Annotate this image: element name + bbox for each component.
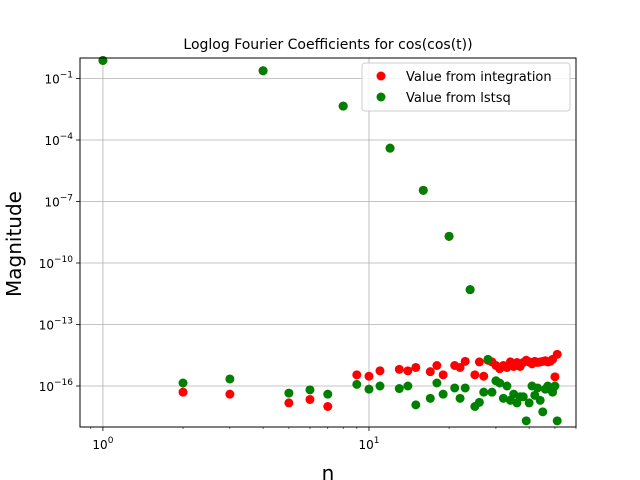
data-point <box>474 357 484 367</box>
data-point <box>465 285 475 295</box>
data-point <box>460 356 470 366</box>
data-point <box>284 388 294 398</box>
data-point <box>394 364 404 374</box>
data-point <box>425 367 435 377</box>
x-axis-label: n <box>322 461 335 480</box>
data-point <box>498 393 508 403</box>
data-point <box>225 374 235 384</box>
data-point <box>450 383 460 393</box>
data-point <box>455 393 465 403</box>
y-tick-exponent: −7 <box>60 194 73 204</box>
data-point <box>455 362 465 372</box>
data-point <box>352 379 362 389</box>
series-1 <box>98 55 562 426</box>
legend: Value from integration Value from lstsq <box>361 62 571 112</box>
data-point <box>178 387 188 397</box>
data-point <box>375 366 385 376</box>
y-tick-exponent: −1 <box>60 71 73 81</box>
data-point <box>403 381 413 391</box>
data-point <box>98 55 108 65</box>
data-point <box>550 381 560 391</box>
y-tick-exponent: −16 <box>54 378 73 388</box>
data-point <box>438 389 448 399</box>
data-point <box>425 393 435 403</box>
legend-marker <box>376 92 386 102</box>
data-point <box>502 381 512 391</box>
data-point <box>225 389 235 399</box>
grid <box>80 58 576 427</box>
y-axis-label: Magnitude <box>2 191 26 297</box>
data-point <box>258 66 268 76</box>
y-tick-exponent: −10 <box>54 255 73 265</box>
data-point <box>479 371 489 381</box>
data-point <box>284 398 294 408</box>
data-point <box>524 398 534 408</box>
legend-marker <box>376 71 386 81</box>
y-tick-exponent: −4 <box>60 132 74 142</box>
data-point <box>518 392 528 402</box>
legend-label: Value from lstsq <box>406 91 511 106</box>
data-point <box>403 366 413 376</box>
data-point <box>394 384 404 394</box>
data-point <box>444 231 454 241</box>
data-point <box>483 354 493 364</box>
data-point <box>323 402 333 411</box>
data-point <box>323 389 333 399</box>
data-point <box>305 394 315 404</box>
data-point <box>470 370 480 380</box>
data-point <box>411 362 421 372</box>
chart-title: Loglog Fourier Coefficients for cos(cos(… <box>183 37 472 53</box>
data-point <box>432 361 442 370</box>
data-point <box>364 384 374 394</box>
data-point <box>364 371 374 381</box>
data-point <box>552 416 562 426</box>
data-point <box>550 372 560 382</box>
legend-box <box>361 62 571 112</box>
data-point <box>338 101 348 111</box>
data-point <box>352 370 362 380</box>
data-point <box>178 378 188 388</box>
x-tick-exponent: 0 <box>108 436 114 446</box>
legend-label: Value from integration <box>406 70 552 85</box>
data-point <box>411 400 421 410</box>
data-point <box>495 378 505 388</box>
data-point <box>474 397 484 407</box>
data-point <box>521 416 531 426</box>
x-tick-exponent: 1 <box>374 436 380 446</box>
data-point <box>438 370 448 380</box>
data-point <box>538 407 548 417</box>
data-point <box>385 143 395 153</box>
data-point <box>533 383 543 393</box>
data-point <box>460 383 470 393</box>
data-point <box>552 349 562 359</box>
data-points <box>98 55 562 426</box>
data-point <box>418 185 428 195</box>
data-point <box>535 395 545 405</box>
data-point <box>375 381 385 391</box>
data-point <box>479 387 489 397</box>
y-tick-exponent: −13 <box>54 317 73 327</box>
data-point <box>305 385 315 395</box>
data-point <box>432 378 442 388</box>
data-point <box>487 387 497 397</box>
